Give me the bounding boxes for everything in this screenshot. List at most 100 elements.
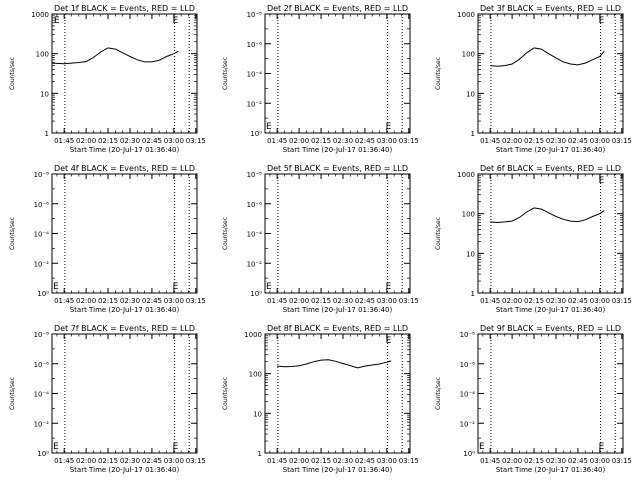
x-tick-label: 03:00: [164, 137, 184, 145]
y-axis-label: Counts/sec: [222, 217, 229, 250]
y-tick-label: 10⁰: [250, 290, 262, 298]
y-tick-label: 10⁻⁸: [247, 11, 263, 19]
x-tick-label: 02:00: [502, 297, 522, 305]
x-tick-label: 03:15: [612, 297, 632, 305]
events-series-line: [490, 207, 605, 224]
panel-1: Det 1f BLACK = Events, RED = LLD Counts/s…: [9, 4, 206, 154]
panel-3: Det 3f BLACK = Events, RED = LLD Counts/s…: [435, 4, 632, 154]
y-tick-label: 1000: [457, 11, 475, 19]
x-tick-label: 03:15: [399, 297, 419, 305]
y-axis-label: Counts/sec: [435, 217, 442, 250]
plot-frame: [264, 13, 411, 134]
panel-7: Det 7f BLACK = Events, RED = LLD Counts/s…: [9, 324, 206, 474]
x-tick-label: 02:00: [502, 457, 522, 465]
x-tick-label: 01:45: [480, 297, 500, 305]
x-tick-label: 03:00: [377, 297, 397, 305]
x-tick-label: 03:15: [186, 137, 206, 145]
panel-4: Det 4f BLACK = Events, RED = LLD Counts/s…: [9, 164, 206, 314]
x-axis-label: Start Time (20-Jul-17 01:36:40): [283, 306, 393, 314]
y-tick-label: 100: [462, 211, 475, 219]
y-tick-label: 10⁻⁴: [247, 71, 263, 79]
y-tick-label: 10: [466, 250, 475, 258]
x-tick-label: 02:45: [355, 297, 375, 305]
e-marker: E: [479, 442, 485, 452]
x-tick-label: 02:45: [568, 297, 588, 305]
panel-title: Det 7f BLACK = Events, RED = LLD: [54, 324, 195, 333]
x-tick-label: 03:15: [399, 137, 419, 145]
events-series-line: [277, 359, 392, 369]
y-tick-label: 10⁻²: [247, 100, 263, 108]
panel-title: Det 9f BLACK = Events, RED = LLD: [480, 324, 621, 333]
x-tick-label: 02:30: [120, 137, 140, 145]
x-tick-label: 02:45: [568, 457, 588, 465]
e-marker: E: [173, 16, 179, 26]
e-marker: E: [53, 282, 59, 292]
x-tick-label: 01:45: [480, 137, 500, 145]
y-axis-label: Counts/sec: [435, 377, 442, 410]
x-axis-label: Start Time (20-Jul-17 01:36:40): [496, 306, 606, 314]
x-tick-label: 02:15: [524, 457, 544, 465]
y-axis-label: Counts/sec: [9, 57, 16, 90]
panel-title: Det 3f BLACK = Events, RED = LLD: [480, 4, 621, 13]
x-tick-label: 03:15: [612, 137, 632, 145]
x-axis-label: Start Time (20-Jul-17 01:36:40): [283, 466, 393, 474]
x-tick-label: 02:30: [546, 297, 566, 305]
y-tick-label: 10⁻⁴: [34, 231, 50, 239]
x-tick-label: 02:45: [568, 137, 588, 145]
panel-8: Det 8f BLACK = Events, RED = LLD Counts/s…: [222, 324, 419, 474]
y-tick-label: 1000: [244, 331, 262, 339]
y-tick-label: 10⁰: [250, 130, 262, 138]
y-tick-label: 1000: [31, 11, 49, 19]
y-tick-label: 100: [462, 51, 475, 59]
y-tick-label: 10⁻⁴: [34, 391, 50, 399]
y-tick-label: 10: [253, 410, 262, 418]
plot-frame: [477, 173, 624, 294]
x-tick-label: 01:45: [480, 457, 500, 465]
panel-2: Det 2f BLACK = Events, RED = LLD Counts/s…: [222, 4, 419, 154]
y-tick-label: 10⁻⁴: [247, 231, 263, 239]
x-tick-label: 03:00: [590, 297, 610, 305]
x-tick-label: 02:15: [524, 137, 544, 145]
y-tick-label: 10⁻²: [247, 260, 263, 268]
x-tick-label: 02:45: [355, 457, 375, 465]
plot-frame: [51, 173, 198, 294]
y-axis-label: Counts/sec: [9, 377, 16, 410]
e-marker: E: [266, 282, 272, 292]
x-axis-label: Start Time (20-Jul-17 01:36:40): [70, 466, 180, 474]
x-tick-label: 03:00: [164, 297, 184, 305]
y-tick-label: 100: [36, 51, 49, 59]
plot-frame: [477, 13, 624, 134]
x-tick-label: 02:30: [333, 457, 353, 465]
e-marker: E: [54, 16, 60, 26]
x-tick-label: 02:00: [289, 137, 309, 145]
panel-title: Det 8f BLACK = Events, RED = LLD: [267, 324, 408, 333]
x-tick-label: 02:00: [76, 297, 96, 305]
e-marker: E: [386, 336, 392, 346]
y-tick-label: 10⁻²: [34, 260, 50, 268]
y-tick-label: 1: [471, 290, 475, 298]
x-tick-label: 02:45: [142, 137, 162, 145]
y-tick-label: 10⁻²: [34, 420, 50, 428]
y-axis-label: Counts/sec: [222, 57, 229, 90]
events-series-line: [51, 47, 179, 65]
x-tick-label: 02:45: [142, 297, 162, 305]
y-tick-label: 10⁻⁸: [247, 171, 263, 179]
x-tick-label: 03:00: [590, 457, 610, 465]
y-tick-label: 10⁻²: [460, 420, 476, 428]
y-tick-label: 100: [249, 371, 262, 379]
panel-6: Det 6f BLACK = Events, RED = LLD Counts/s…: [435, 164, 632, 314]
plot-frame: [477, 333, 624, 454]
panel-title: Det 1f BLACK = Events, RED = LLD: [54, 4, 195, 13]
x-tick-label: 01:45: [267, 297, 287, 305]
panel-title: Det 2f BLACK = Events, RED = LLD: [267, 4, 408, 13]
panel-title: Det 5f BLACK = Events, RED = LLD: [267, 164, 408, 173]
x-tick-label: 03:00: [377, 457, 397, 465]
x-tick-label: 02:15: [524, 297, 544, 305]
y-tick-label: 10⁰: [463, 450, 475, 458]
y-tick-label: 10⁻⁸: [34, 171, 50, 179]
x-axis-label: Start Time (20-Jul-17 01:36:40): [496, 466, 606, 474]
plot-frame: [51, 13, 198, 134]
y-tick-label: 10⁻⁶: [247, 41, 263, 49]
x-tick-label: 02:15: [98, 297, 118, 305]
